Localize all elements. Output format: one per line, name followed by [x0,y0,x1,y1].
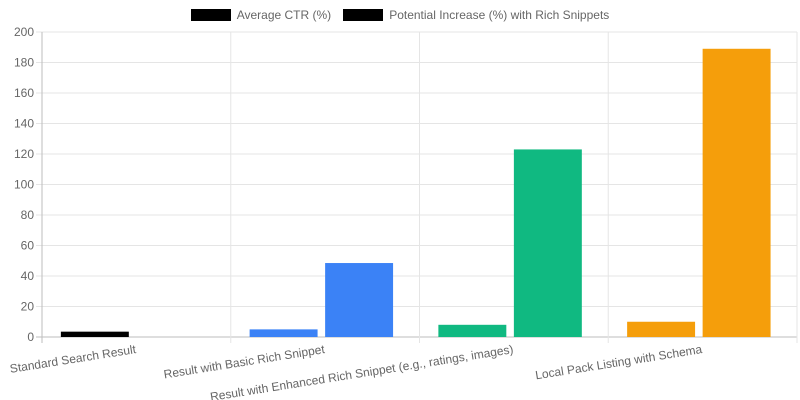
legend-label-average-ctr: Average CTR (%) [236,8,332,22]
bar [325,263,394,337]
x-tick-label: Result with Enhanced Rich Snippet (e.g.,… [209,342,514,400]
y-tick-label: 0 [27,330,34,344]
bar [249,329,318,337]
y-tick-label: 20 [21,300,35,314]
y-tick-label: 180 [14,56,34,70]
bar [438,324,507,337]
legend-item-average-ctr[interactable]: Average CTR (%) [190,8,332,22]
bar [513,149,582,337]
legend-label-potential-increase: Potential Increase (%) with Rich Snippet… [389,8,610,22]
x-tick-label: Local Pack Listing with Schema [534,342,703,382]
y-tick-label: 100 [14,178,34,192]
y-tick-label: 140 [14,117,34,131]
y-tick-label: 80 [21,208,35,222]
y-tick-label: 200 [14,25,34,39]
legend-swatch-potential-increase [343,9,384,21]
bar [627,321,696,337]
legend-item-potential-increase[interactable]: Potential Increase (%) with Rich Snippet… [343,8,609,22]
y-tick-label: 120 [14,147,34,161]
bar [60,331,129,337]
chart-legend: Average CTR (%) Potential Increase (%) w… [0,8,800,22]
y-tick-label: 40 [21,269,35,283]
bar [702,48,771,338]
x-tick-label: Standard Search Result [9,342,138,376]
y-tick-label: 160 [14,86,34,100]
legend-swatch-average-ctr [190,9,231,21]
y-tick-label: 60 [21,239,35,253]
